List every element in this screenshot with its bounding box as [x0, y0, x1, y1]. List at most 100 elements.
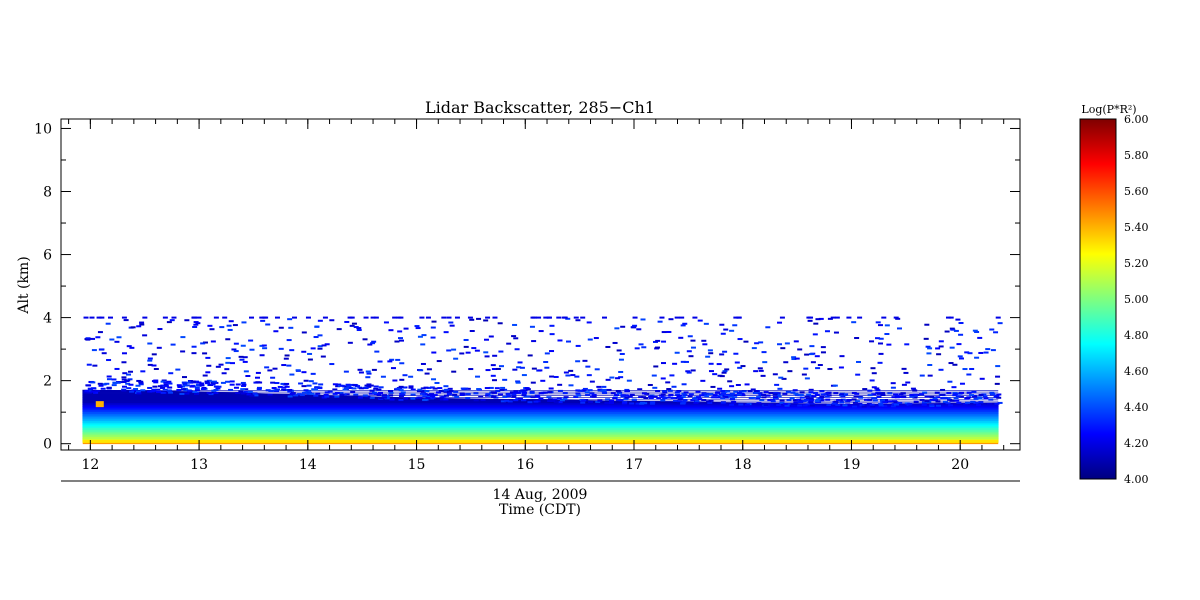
noise-speckle [820, 351, 826, 354]
noise-speckle [843, 393, 849, 396]
noise-speckle [618, 376, 624, 379]
noise-speckle [624, 389, 630, 392]
noise-speckle [521, 394, 527, 397]
noise-speckle [245, 375, 251, 378]
noise-speckle [659, 316, 665, 319]
noise-speckle [876, 392, 882, 395]
noise-speckle [835, 404, 841, 407]
noise-speckle [793, 340, 799, 343]
noise-speckle [886, 343, 892, 346]
noise-speckle [420, 390, 426, 393]
noise-speckle [305, 390, 311, 393]
noise-speckle [568, 369, 574, 372]
noise-speckle [712, 373, 718, 376]
noise-speckle [660, 393, 666, 396]
noise-speckle [306, 391, 312, 394]
noise-speckle [454, 396, 460, 399]
noise-speckle [351, 322, 357, 325]
noise-speckle [810, 361, 816, 364]
noise-speckle [281, 364, 287, 367]
noise-speckle [666, 388, 672, 391]
noise-speckle [807, 319, 813, 322]
noise-speckle [332, 388, 338, 391]
noise-speckle [395, 387, 401, 390]
noise-speckle [794, 357, 800, 360]
colorbar-tick-label: 4.20 [1124, 437, 1149, 450]
noise-speckle [171, 316, 177, 319]
noise-speckle [903, 371, 909, 374]
noise-speckle [363, 316, 369, 319]
noise-speckle [255, 381, 261, 384]
noise-speckle [867, 389, 873, 392]
noise-speckle [268, 389, 274, 392]
noise-speckle [446, 349, 452, 352]
noise-speckle [366, 372, 372, 375]
noise-speckle [453, 390, 459, 393]
noise-speckle [935, 347, 941, 350]
noise-speckle [629, 393, 635, 396]
noise-speckle [681, 400, 687, 403]
noise-speckle [952, 394, 958, 397]
noise-speckle [964, 351, 970, 354]
noise-speckle [473, 392, 479, 395]
noise-speckle [136, 392, 142, 395]
noise-speckle [248, 339, 254, 342]
noise-speckle [160, 380, 166, 383]
noise-speckle [224, 368, 230, 371]
colorbar-tick-label: 4.00 [1124, 473, 1149, 486]
noise-speckle [459, 352, 465, 355]
noise-speckle [585, 394, 591, 397]
noise-speckle [114, 340, 120, 343]
noise-speckle [702, 343, 708, 346]
noise-speckle [582, 387, 588, 390]
noise-speckle [468, 368, 474, 371]
noise-speckle [750, 388, 756, 391]
noise-speckle [618, 399, 624, 402]
noise-speckle [408, 385, 414, 388]
noise-speckle [761, 351, 767, 354]
colorbar-tick-label: 5.40 [1124, 221, 1149, 234]
noise-speckle [512, 323, 518, 326]
noise-speckle [166, 380, 172, 383]
noise-speckle [605, 378, 611, 381]
noise-speckle [460, 387, 466, 390]
noise-speckle [721, 371, 727, 374]
noise-speckle [416, 390, 422, 393]
noise-speckle [812, 333, 818, 336]
noise-speckle [652, 340, 658, 343]
noise-speckle [949, 346, 955, 349]
noise-speckle [467, 316, 473, 319]
noise-speckle [697, 319, 703, 322]
noise-speckle [624, 394, 630, 397]
noise-speckle [808, 399, 814, 402]
noise-speckle [734, 361, 740, 364]
noise-speckle [109, 338, 115, 341]
noise-speckle [897, 327, 903, 330]
noise-speckle [85, 338, 91, 341]
noise-speckle [674, 351, 680, 354]
noise-speckle [426, 368, 432, 371]
noise-speckle [793, 392, 799, 395]
noise-speckle [616, 349, 622, 352]
noise-speckle [403, 397, 409, 400]
noise-speckle [869, 379, 875, 382]
noise-speckle [936, 404, 942, 407]
noise-speckle [962, 368, 968, 371]
noise-speckle [678, 336, 684, 339]
noise-speckle [557, 339, 563, 342]
noise-speckle [277, 385, 283, 388]
noise-speckle [196, 381, 202, 384]
noise-speckle [463, 338, 469, 341]
noise-speckle [851, 398, 857, 401]
colorbar-tick-label: 5.80 [1124, 149, 1149, 162]
noise-speckle [667, 389, 673, 392]
noise-speckle [362, 338, 368, 341]
noise-speckle [688, 393, 694, 396]
noise-speckle [308, 380, 314, 383]
noise-speckle [546, 396, 552, 399]
noise-speckle [857, 316, 863, 319]
noise-speckle [548, 387, 554, 390]
noise-speckle [368, 384, 374, 387]
noise-speckle [321, 396, 327, 399]
anomaly-patch [95, 401, 104, 408]
